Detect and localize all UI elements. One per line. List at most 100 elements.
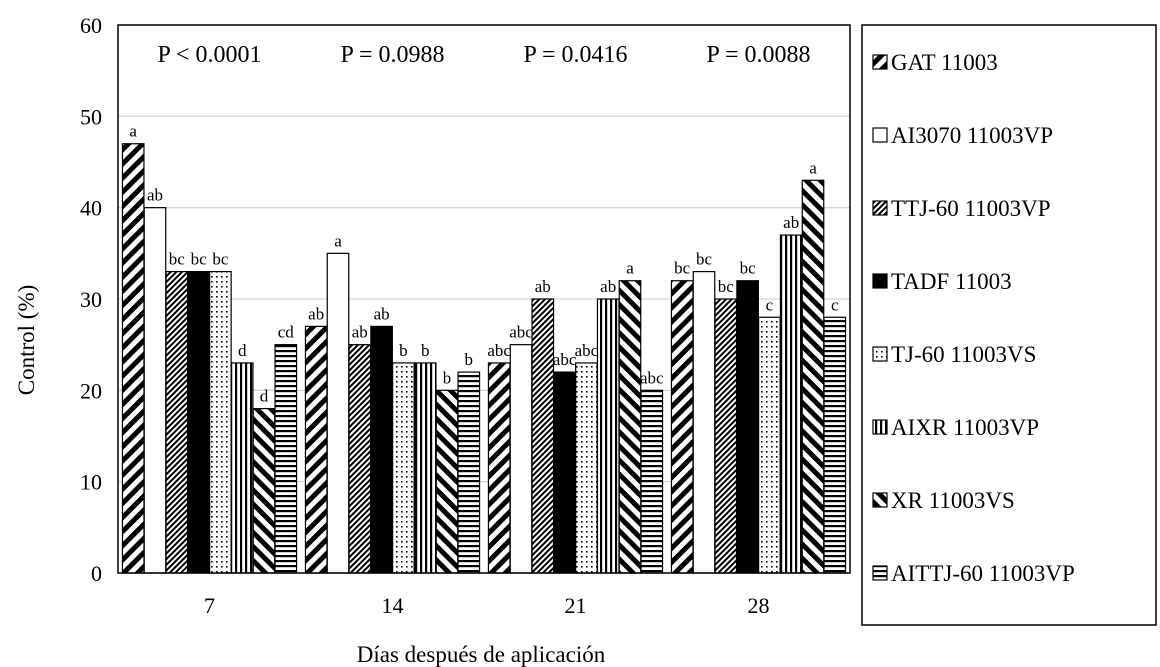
p-value-label: P = 0.0416 bbox=[524, 42, 628, 68]
legend-swatch bbox=[872, 492, 888, 508]
bar bbox=[531, 298, 555, 574]
p-value-label: P < 0.0001 bbox=[158, 42, 262, 68]
plot-frame bbox=[117, 24, 851, 574]
legend-label: TJ-60 11003VS bbox=[891, 342, 1036, 367]
y-tick-label: 30 bbox=[80, 287, 102, 312]
bar bbox=[304, 325, 328, 574]
x-axis-title: Días después de aplicación bbox=[357, 642, 606, 667]
legend-label: AI3070 11003VP bbox=[891, 123, 1053, 148]
significance-letter: ab bbox=[374, 304, 390, 323]
bar bbox=[230, 362, 254, 574]
legend-label: XR 11003VS bbox=[891, 488, 1015, 513]
bar bbox=[165, 271, 189, 574]
legend-swatch bbox=[872, 419, 888, 435]
bar bbox=[596, 298, 620, 574]
significance-letter: b bbox=[399, 341, 408, 360]
bar bbox=[326, 252, 350, 574]
legend-label: AITTJ-60 11003VP bbox=[891, 561, 1075, 586]
significance-letter: bc bbox=[740, 259, 757, 278]
bar bbox=[121, 143, 145, 574]
bar bbox=[209, 271, 232, 574]
legend-swatch bbox=[872, 565, 888, 581]
significance-letter: ab bbox=[352, 323, 368, 342]
bar bbox=[714, 298, 738, 574]
significance-letter: c bbox=[766, 295, 774, 314]
bar bbox=[758, 316, 781, 574]
significance-letter: bc bbox=[191, 250, 208, 269]
significance-letter: ab bbox=[535, 277, 551, 296]
significance-letter: b bbox=[465, 350, 474, 369]
bar bbox=[274, 344, 298, 574]
bar bbox=[618, 280, 642, 574]
significance-letter: d bbox=[238, 341, 247, 360]
legend-label: GAT 11003 bbox=[891, 50, 998, 75]
significance-letter: a bbox=[334, 231, 342, 250]
x-tick-label: 14 bbox=[382, 593, 404, 618]
significance-letter: abc bbox=[575, 341, 599, 360]
significance-letter: ab bbox=[308, 304, 324, 323]
y-axis-title: Control (%) bbox=[14, 285, 39, 396]
bar bbox=[413, 362, 437, 574]
y-tick-label: 20 bbox=[80, 378, 102, 403]
y-tick-label: 60 bbox=[80, 13, 102, 38]
legend: GAT 11003 AI3070 11003VP TTJ-60 11003VP TAD… bbox=[861, 24, 1157, 626]
legend-swatch bbox=[872, 200, 888, 216]
significance-letter: a bbox=[626, 259, 634, 278]
legend-swatch bbox=[872, 273, 888, 289]
significance-letter: ab bbox=[147, 186, 163, 205]
legend-label: TTJ-60 11003VP bbox=[891, 196, 1051, 221]
significance-letter: bc bbox=[718, 277, 735, 296]
legend-swatch bbox=[872, 127, 888, 143]
legend-label: TADF 11003 bbox=[891, 269, 1012, 294]
y-tick-label: 40 bbox=[80, 196, 102, 221]
bar bbox=[553, 371, 576, 574]
x-tick-label: 7 bbox=[204, 593, 215, 618]
bar bbox=[823, 316, 847, 574]
bar bbox=[487, 362, 511, 574]
legend-label: AIXR 11003VP bbox=[891, 415, 1039, 440]
bar bbox=[801, 179, 825, 574]
significance-letter: a bbox=[129, 122, 137, 141]
x-tick-label: 21 bbox=[565, 593, 587, 618]
significance-letter: a bbox=[809, 158, 817, 177]
bar bbox=[640, 389, 664, 574]
significance-letter: bc bbox=[169, 250, 186, 269]
significance-letter: c bbox=[831, 295, 839, 314]
legend-frame bbox=[861, 24, 1157, 626]
p-values: P < 0.0001 P = 0.0988 P = 0.0416 P = 0.0088 bbox=[158, 42, 811, 68]
legend-swatch bbox=[872, 346, 888, 362]
bar bbox=[457, 371, 481, 574]
y-tick-label: 10 bbox=[80, 470, 102, 495]
bar bbox=[348, 344, 372, 574]
bar bbox=[575, 362, 598, 574]
significance-letter: abc bbox=[509, 323, 533, 342]
significance-letter: cd bbox=[278, 323, 295, 342]
p-value-label: P = 0.0088 bbox=[707, 42, 811, 68]
bar bbox=[736, 280, 759, 574]
significance-letter: ab bbox=[783, 213, 799, 232]
significance-letter: d bbox=[260, 387, 269, 406]
y-tick-label: 0 bbox=[91, 561, 102, 586]
bar bbox=[252, 408, 276, 574]
bar bbox=[435, 389, 459, 574]
bar bbox=[370, 325, 393, 574]
x-tick-label: 28 bbox=[748, 593, 770, 618]
axes: 0 10 20 30 40 50 60 7 14 21 28 bbox=[80, 13, 851, 618]
bar bbox=[392, 362, 415, 574]
bar bbox=[187, 271, 210, 574]
significance-letter: b bbox=[421, 341, 430, 360]
bar bbox=[670, 280, 694, 574]
bar bbox=[779, 234, 803, 574]
significance-letter: bc bbox=[696, 250, 713, 269]
significance-letter: abc bbox=[640, 368, 664, 387]
bar bbox=[692, 271, 716, 574]
legend-swatch bbox=[872, 54, 888, 70]
y-tick-label: 50 bbox=[80, 104, 102, 129]
significance-letter: ab bbox=[600, 277, 616, 296]
significance-letter: bc bbox=[674, 259, 691, 278]
significance-letter: bc bbox=[212, 250, 229, 269]
significance-letter: abc bbox=[553, 350, 577, 369]
p-value-label: P = 0.0988 bbox=[341, 42, 445, 68]
